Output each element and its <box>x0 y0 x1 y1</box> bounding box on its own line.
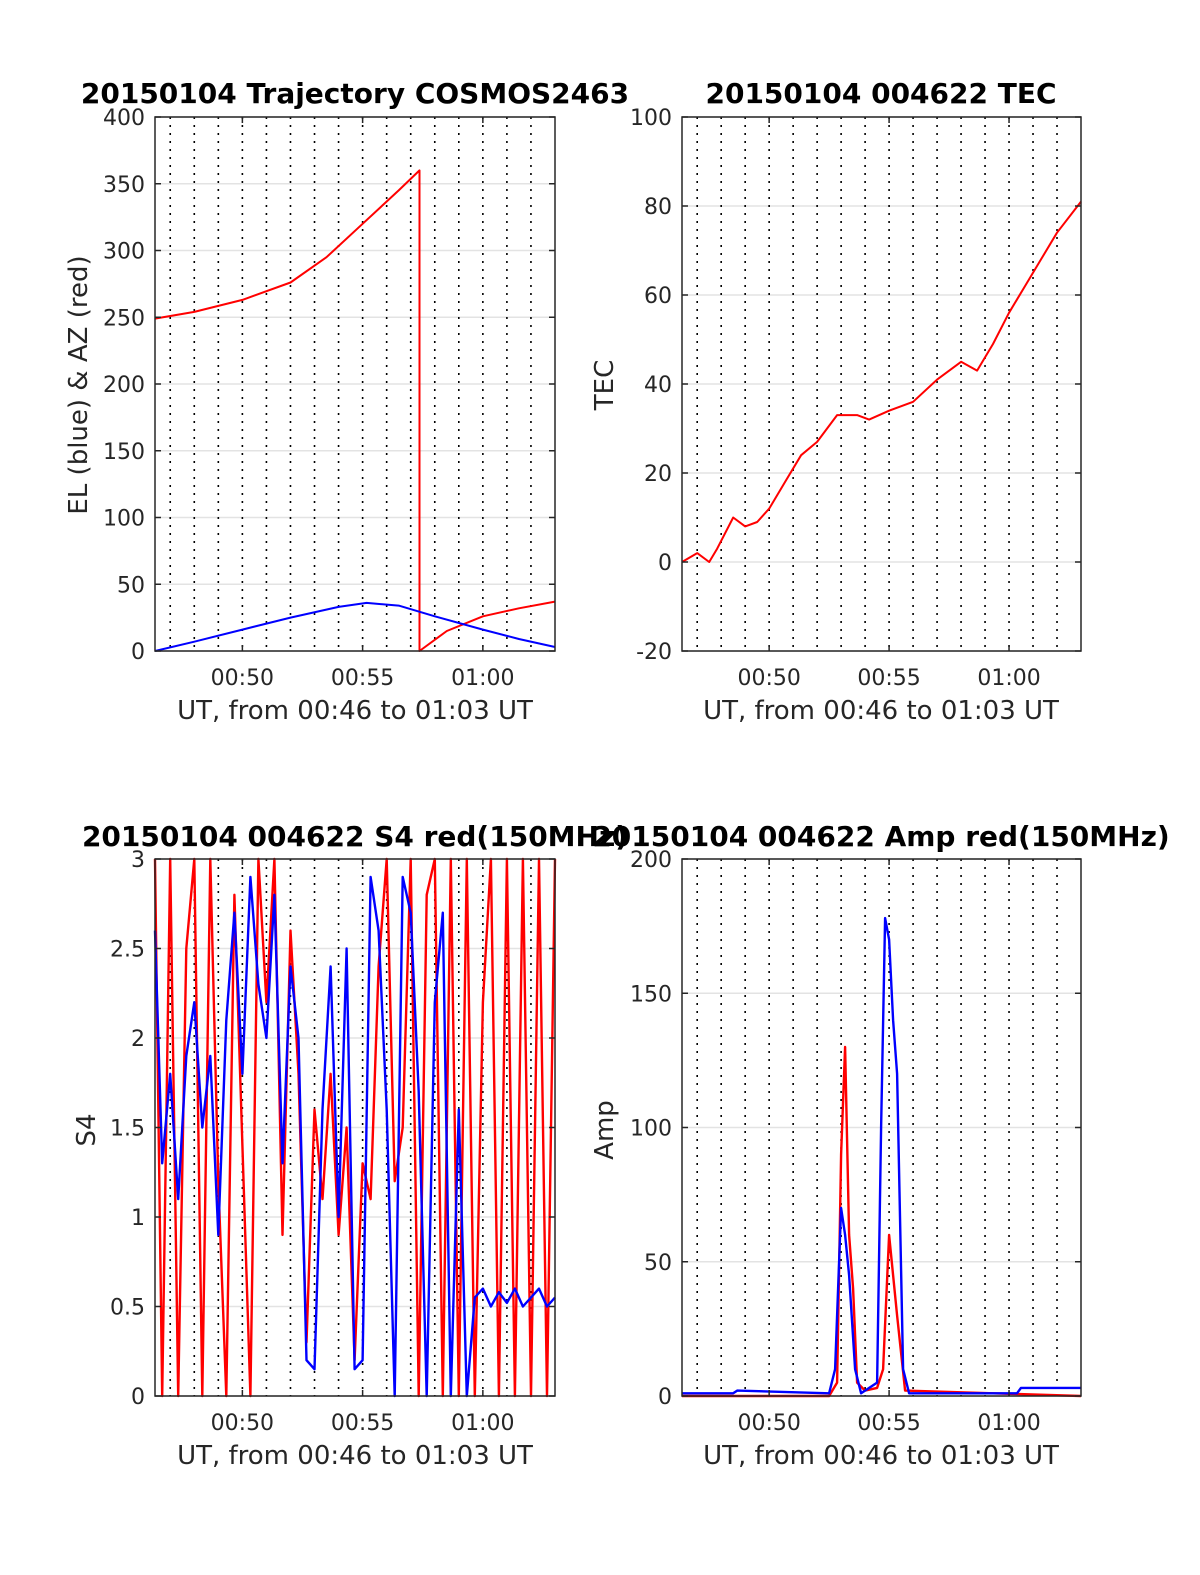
x-tick-label: 01:00 <box>451 666 514 691</box>
y-tick-label: 40 <box>644 373 672 398</box>
y-tick-label: 350 <box>103 173 145 198</box>
y-tick-label: 0 <box>658 1385 672 1410</box>
panel-trajectory-title: 20150104 Trajectory COSMOS2463 <box>81 77 629 110</box>
x-tick-label: 00:55 <box>331 1411 394 1436</box>
panel-trajectory-ylabel: EL (blue) & AZ (red) <box>64 255 94 514</box>
y-tick-label: 100 <box>103 507 145 532</box>
x-tick-label: 00:55 <box>331 666 394 691</box>
y-tick-label: 0 <box>658 551 672 576</box>
series-line-1 <box>681 200 1082 563</box>
y-tick-label: 200 <box>103 373 145 398</box>
y-tick-label: 250 <box>103 306 145 331</box>
x-tick-label: 00:50 <box>211 666 274 691</box>
y-tick-label: 0.5 <box>110 1296 145 1321</box>
y-tick-label: 0 <box>131 1385 145 1410</box>
y-tick-label: 60 <box>644 284 672 309</box>
y-tick-label: 400 <box>103 106 145 131</box>
panel-tec-xlabel: UT, from 00:46 to 01:03 UT <box>703 696 1059 726</box>
panel-trajectory: 20150104 Trajectory COSMOS2463 EL (blue)… <box>64 77 629 726</box>
x-tick-label: 01:00 <box>977 1411 1040 1436</box>
panel-s4-xlabel: UT, from 00:46 to 01:03 UT <box>177 1441 533 1471</box>
series-line-1 <box>154 169 556 652</box>
y-tick-label: 20 <box>644 462 672 487</box>
series-line-2 <box>153 875 556 1398</box>
x-tick-label: 01:00 <box>451 1411 514 1436</box>
x-tick-label: 01:00 <box>977 666 1040 691</box>
panel-tec: 20150104 004622 TEC TEC UT, from 00:46 t… <box>590 77 1082 726</box>
x-tick-label: 00:55 <box>857 1411 920 1436</box>
y-tick-label: -20 <box>636 640 672 665</box>
panel-amp: 20150104 004622 Amp red(150MHz) Amp UT, … <box>590 820 1170 1471</box>
x-tick-label: 00:50 <box>737 1411 800 1436</box>
y-tick-label: 0 <box>131 640 145 665</box>
panel-amp-title: 20150104 004622 Amp red(150MHz) <box>592 820 1169 853</box>
panel-s4-ylabel: S4 <box>72 1113 102 1146</box>
x-tick-label: 00:50 <box>737 666 800 691</box>
panel-s4-plot: 0 0.5 1 1.5 2 2.5 3 00:50 00:55 01:00 <box>110 848 557 1436</box>
y-tick-label: 1 <box>131 1206 145 1231</box>
series-line-2 <box>154 601 556 652</box>
x-tick-label: 00:50 <box>211 1411 274 1436</box>
y-tick-label: 2.5 <box>110 938 145 963</box>
y-tick-label: 50 <box>117 573 145 598</box>
panel-amp-xlabel: UT, from 00:46 to 01:03 UT <box>703 1441 1059 1471</box>
y-tick-label: 100 <box>630 1117 672 1142</box>
panel-s4: 20150104 004622 S4 red(150MHz) S4 UT, fr… <box>72 820 628 1471</box>
y-tick-label: 300 <box>103 240 145 265</box>
panel-trajectory-xlabel: UT, from 00:46 to 01:03 UT <box>177 696 533 726</box>
panel-trajectory-plot: 0 50 100 150 200 250 300 350 400 00:50 00:55 01:00 <box>103 106 556 691</box>
y-tick-label: 3 <box>131 848 145 873</box>
panel-tec-plot: -20 0 20 40 60 80 100 00:50 00:55 01:00 <box>630 106 1082 691</box>
y-tick-label: 50 <box>644 1251 672 1276</box>
series-line-2 <box>682 916 1081 1395</box>
x-tick-label: 00:55 <box>857 666 920 691</box>
panel-amp-plot: 0 50 100 150 200 00:50 00:55 01:00 <box>630 848 1082 1436</box>
y-tick-label: 80 <box>644 195 672 220</box>
y-tick-label: 1.5 <box>110 1117 145 1142</box>
panel-amp-ylabel: Amp <box>590 1100 620 1160</box>
y-tick-label: 200 <box>630 848 672 873</box>
y-tick-label: 100 <box>630 106 672 131</box>
panel-tec-title: 20150104 004622 TEC <box>705 77 1056 110</box>
y-tick-label: 150 <box>103 440 145 465</box>
y-tick-label: 2 <box>131 1027 145 1052</box>
y-tick-label: 150 <box>630 982 672 1007</box>
panel-tec-ylabel: TEC <box>590 360 620 411</box>
panel-s4-title: 20150104 004622 S4 red(150MHz) <box>82 820 628 853</box>
